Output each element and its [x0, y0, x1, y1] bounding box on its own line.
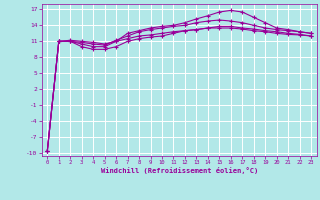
- X-axis label: Windchill (Refroidissement éolien,°C): Windchill (Refroidissement éolien,°C): [100, 167, 258, 174]
